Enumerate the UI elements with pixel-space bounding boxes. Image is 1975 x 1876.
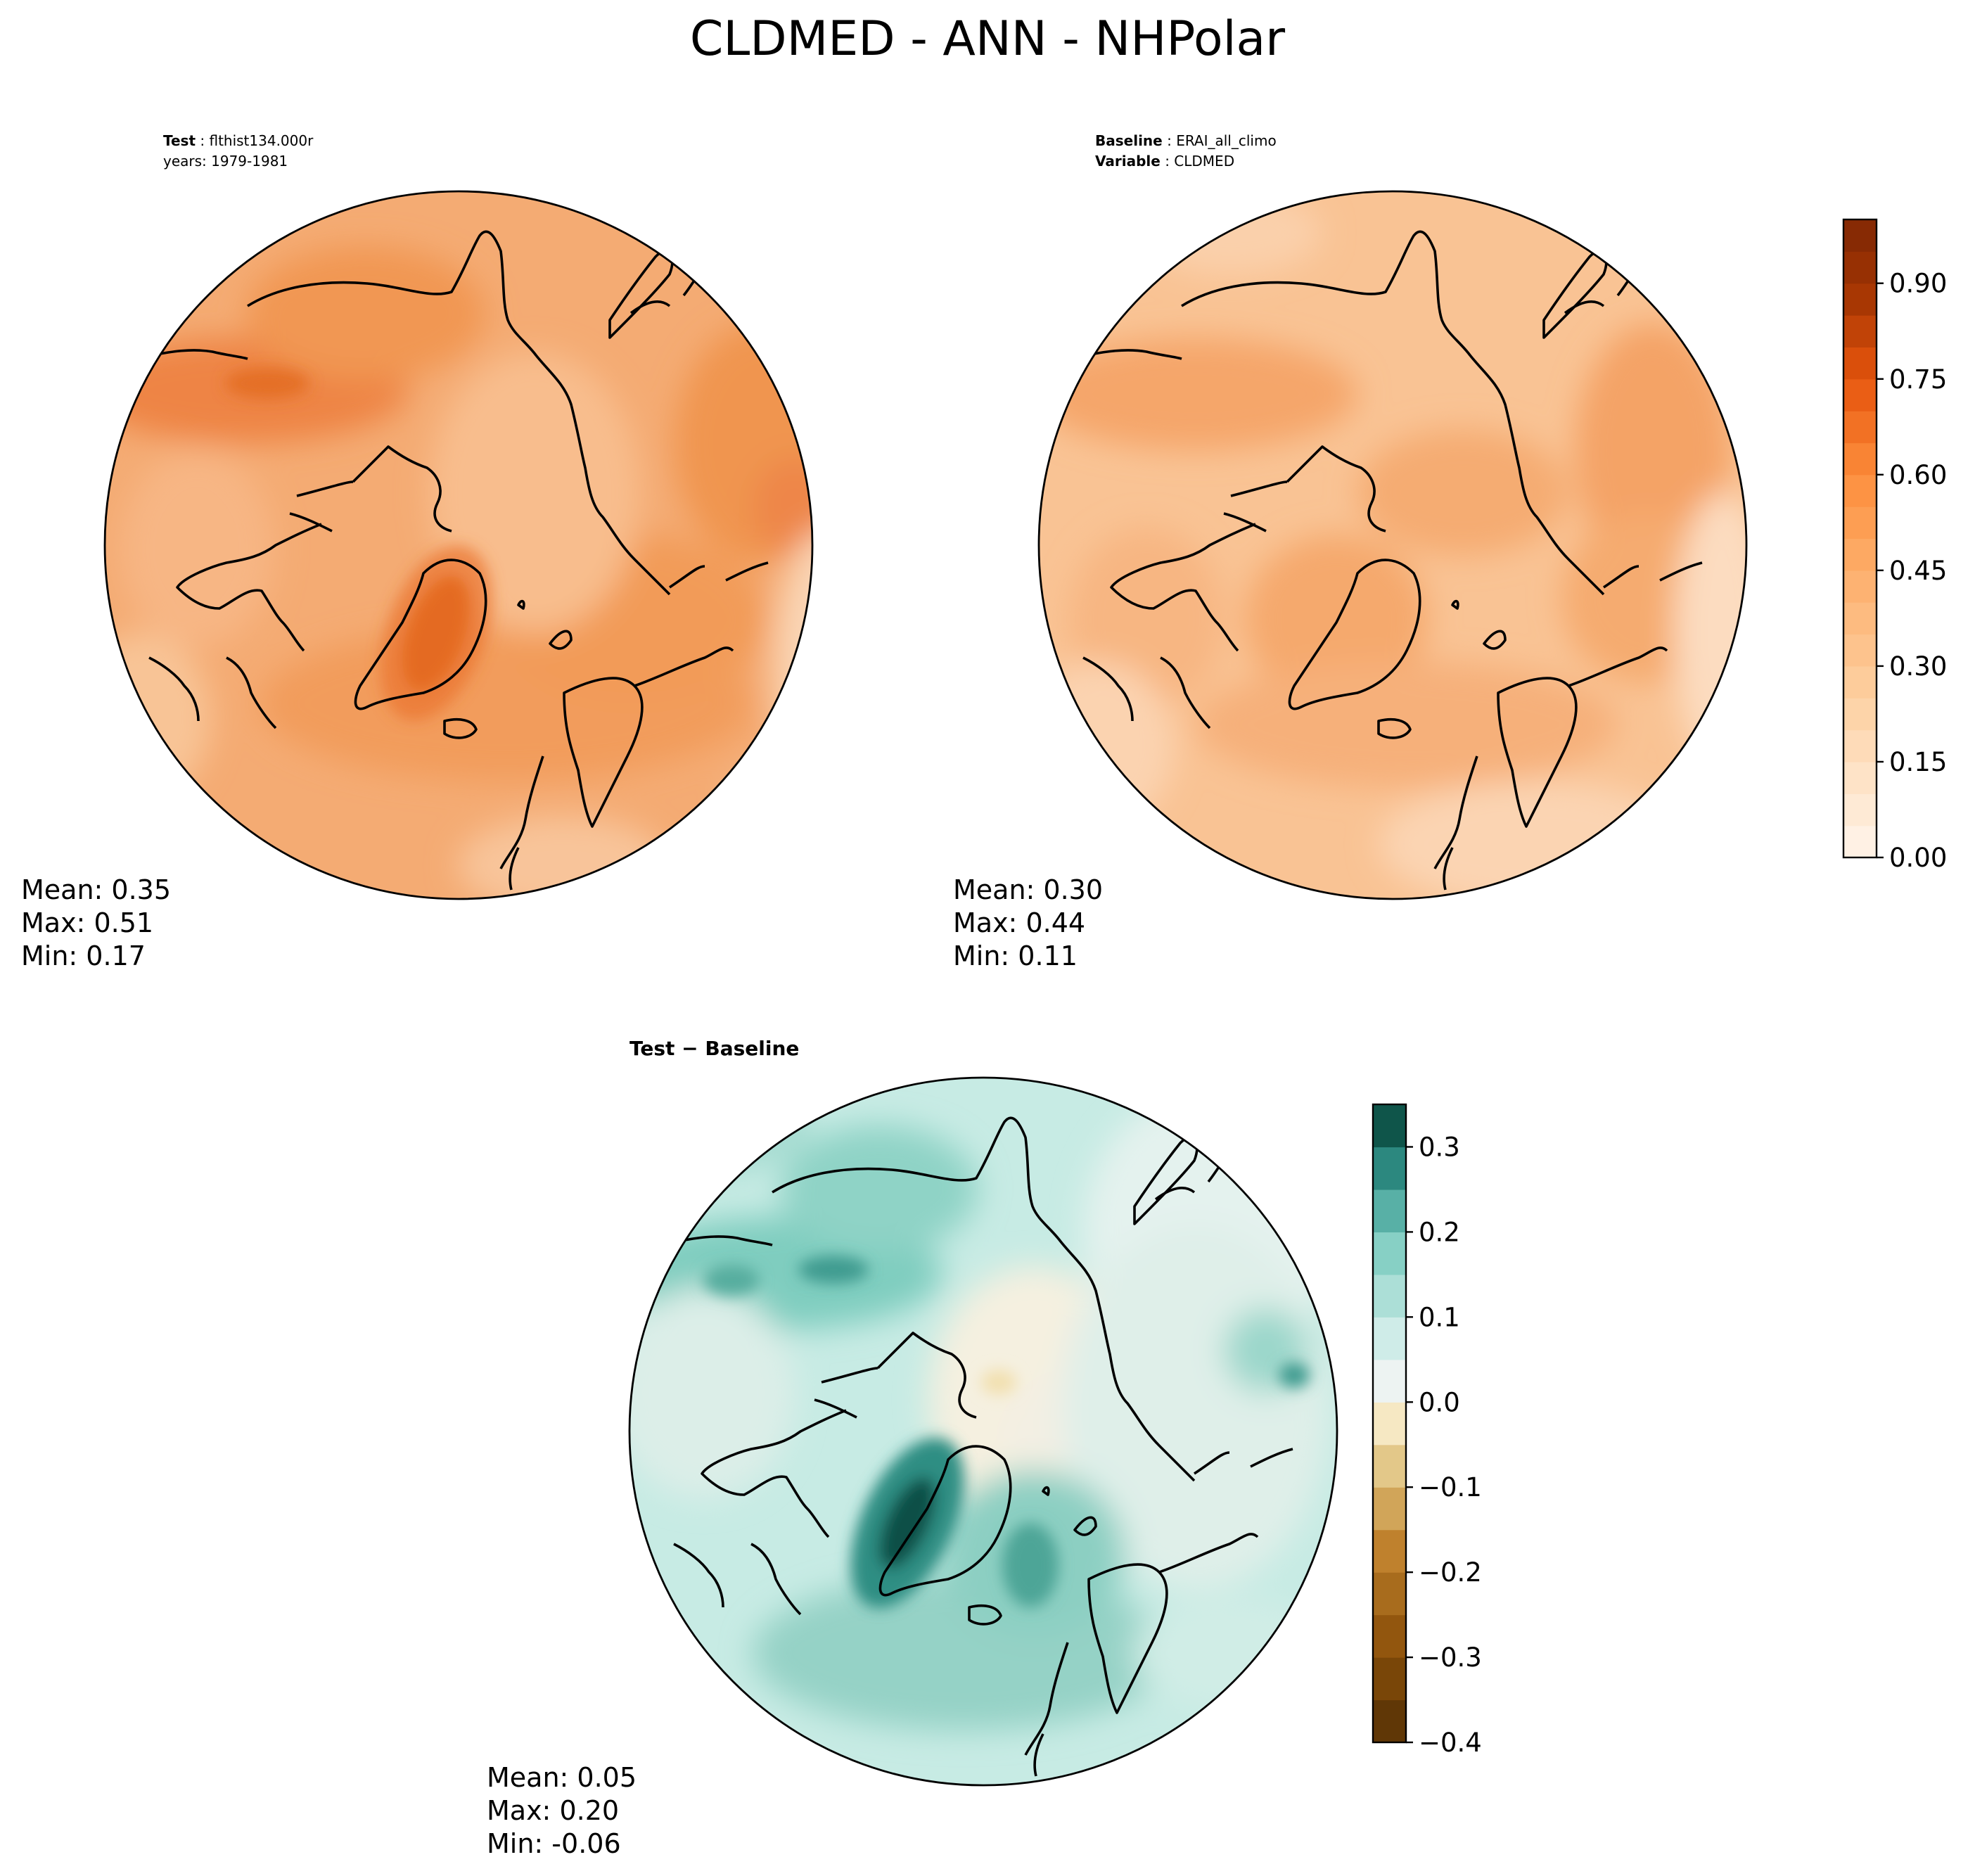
brbg-colorbar-level <box>1373 1359 1406 1403</box>
baseline-label-value: ERAI_all_climo <box>1176 132 1277 149</box>
oranges-colorbar-tick-label: 0.45 <box>1889 556 1947 586</box>
brbg-colorbar-tick-label: −0.3 <box>1419 1642 1482 1673</box>
brbg-colorbar-tick-label: −0.4 <box>1419 1728 1482 1758</box>
oranges-colorbar-level <box>1843 347 1877 380</box>
oranges-colorbar-level <box>1843 219 1877 252</box>
test-map-frame <box>103 190 814 900</box>
brbg-colorbar-tick-label: 0.1 <box>1419 1302 1460 1332</box>
brbg-colorbar-level <box>1373 1317 1406 1360</box>
oranges-colorbar-frame <box>1842 218 1878 859</box>
oranges-colorbar: 0.00 0.15 0.30 0.45 0.60 0.75 0.90 <box>1842 218 1947 873</box>
oranges-colorbar-level <box>1843 474 1877 507</box>
oranges-colorbar-level <box>1843 570 1877 603</box>
diff-label: Test − Baseline <box>629 1037 799 1060</box>
brbg-colorbar-frame <box>1372 1103 1407 1744</box>
figure-title: CLDMED - ANN - NHPolar <box>690 11 1285 67</box>
oranges-colorbar-tick-label: 0.15 <box>1889 747 1947 777</box>
test-label-value: flthist134.000r <box>209 132 314 149</box>
brbg-colorbar-tick-label: 0.0 <box>1419 1387 1460 1417</box>
brbg-colorbar-level <box>1373 1274 1406 1317</box>
oranges-colorbar-level <box>1843 729 1877 762</box>
oranges-colorbar-tick-label: 0.00 <box>1889 843 1947 873</box>
diff-map-frame <box>628 1076 1338 1787</box>
brbg-colorbar-level <box>1373 1402 1406 1446</box>
oranges-colorbar-tick-label: 0.30 <box>1889 651 1947 682</box>
oranges-colorbar-level <box>1843 602 1877 635</box>
oranges-colorbar-level <box>1843 506 1877 540</box>
brbg-colorbar-level <box>1373 1147 1406 1190</box>
oranges-colorbar-level <box>1843 378 1877 411</box>
test-panel: Test : flthist134.000r years: 1979-1981 … <box>21 132 814 971</box>
test-map-field <box>105 191 812 899</box>
oranges-colorbar-tick-label: 0.75 <box>1889 364 1947 395</box>
oranges-colorbar-level <box>1843 315 1877 347</box>
brbg-colorbar-level <box>1373 1572 1406 1616</box>
test-label-bold: Test <box>163 132 196 149</box>
brbg-colorbar-tick-label: −0.2 <box>1419 1557 1482 1588</box>
oranges-colorbar-level <box>1843 411 1877 444</box>
svg-text:Variable : CLDMED: Variable : CLDMED <box>1095 153 1234 170</box>
baseline-mean: Mean: 0.30 <box>953 874 1103 905</box>
oranges-colorbar-level <box>1843 538 1877 571</box>
baseline-max: Max: 0.44 <box>953 907 1085 938</box>
brbg-colorbar-tick-label: 0.3 <box>1419 1132 1460 1162</box>
oranges-colorbar-tick-label: 0.60 <box>1889 460 1947 490</box>
brbg-colorbar-level <box>1373 1487 1406 1531</box>
oranges-colorbar-tick-label: 0.90 <box>1889 269 1947 299</box>
variable-label-value: CLDMED <box>1174 153 1234 170</box>
brbg-colorbar-level <box>1373 1104 1406 1148</box>
test-min: Min: 0.17 <box>21 940 146 971</box>
oranges-colorbar-level <box>1843 283 1877 316</box>
test-label-years: years: 1979-1981 <box>163 153 288 170</box>
brbg-colorbar-level <box>1373 1232 1406 1275</box>
baseline-map-frame <box>1037 190 1748 900</box>
brbg-colorbar-level <box>1373 1444 1406 1488</box>
oranges-colorbar-level <box>1843 251 1877 284</box>
brbg-colorbar-tick-label: −0.1 <box>1419 1472 1482 1502</box>
diff-max: Max: 0.20 <box>487 1795 619 1826</box>
oranges-colorbar-level <box>1843 442 1877 476</box>
brbg-colorbar-level <box>1373 1614 1406 1658</box>
variable-label-bold: Variable <box>1095 153 1161 170</box>
oranges-colorbar-level <box>1843 634 1877 667</box>
brbg-colorbar-level <box>1373 1699 1406 1743</box>
baseline-panel: Baseline : ERAI_all_climo Variable : CLD… <box>953 132 1748 971</box>
diff-min: Min: -0.06 <box>487 1828 621 1859</box>
oranges-colorbar-level <box>1843 793 1877 827</box>
oranges-colorbar-level <box>1843 825 1877 858</box>
oranges-colorbar-level <box>1843 698 1877 731</box>
oranges-colorbar-level <box>1843 761 1877 794</box>
diff-map-field <box>629 1078 1337 1785</box>
baseline-label-bold: Baseline <box>1095 132 1163 149</box>
brbg-colorbar: −0.4 −0.3 −0.2 −0.1 0.0 0.1 0.2 0.3 <box>1372 1103 1482 1758</box>
diff-mean: Mean: 0.05 <box>487 1762 637 1793</box>
diff-panel: Test − Baseline Mean: 0.05 Max: 0.20 Min… <box>487 1037 1338 1859</box>
oranges-colorbar-level <box>1843 665 1877 698</box>
test-mean: Mean: 0.35 <box>21 874 171 905</box>
baseline-map-field <box>1039 191 1746 899</box>
baseline-min: Min: 0.11 <box>953 940 1078 971</box>
test-max: Max: 0.51 <box>21 907 153 938</box>
brbg-colorbar-tick-label: 0.2 <box>1419 1217 1460 1247</box>
brbg-colorbar-level <box>1373 1529 1406 1573</box>
brbg-colorbar-level <box>1373 1657 1406 1701</box>
svg-text:Test : flthist134.000r: Test : flthist134.000r <box>163 132 314 149</box>
svg-text:Baseline : ERAI_all_climo: Baseline : ERAI_all_climo <box>1095 132 1277 149</box>
brbg-colorbar-level <box>1373 1189 1406 1232</box>
